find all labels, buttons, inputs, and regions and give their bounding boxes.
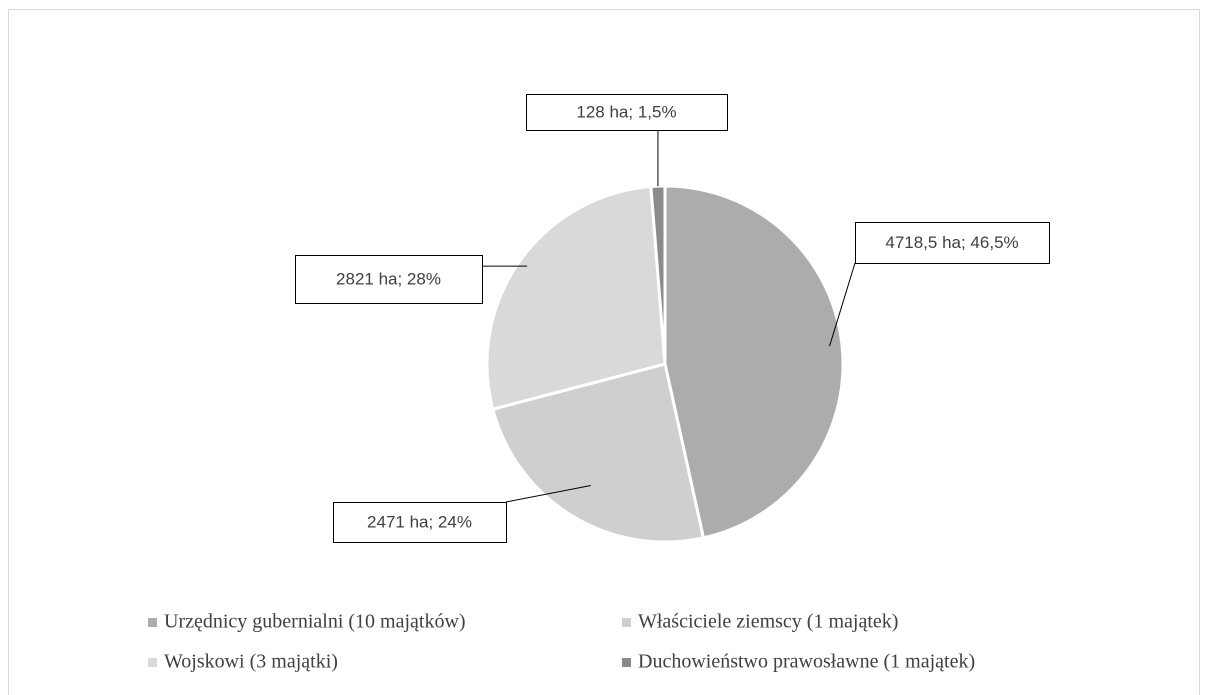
legend-label: Urzędnicy gubernialni (10 majątków) [164,611,466,633]
legend-label: Właściciele ziemscy (1 majątek) [638,611,898,633]
legend-swatch [148,618,157,627]
legend-swatch [622,618,631,627]
label-box [855,222,1050,264]
pie-slice [491,362,706,544]
data-label: 2471 ha; 24% [367,512,472,531]
pie-slice [485,184,667,412]
legend-swatch [148,658,157,667]
legend-label: Wojskowi (3 majątki) [164,651,338,673]
label-box [295,255,483,304]
pie-slice [649,184,667,365]
data-label: 4718,5 ha; 46,5% [885,233,1018,252]
legend-label: Duchowieństwo prawosławne (1 majątek) [638,651,975,673]
pie-slice [663,184,845,540]
label-box [333,502,507,543]
leader-line [505,485,591,503]
data-label: 128 ha; 1,5% [576,102,676,121]
legend-swatch [622,658,631,667]
data-label: 2821 ha; 28% [336,269,441,288]
label-box [526,94,728,131]
leader-line [829,262,856,347]
